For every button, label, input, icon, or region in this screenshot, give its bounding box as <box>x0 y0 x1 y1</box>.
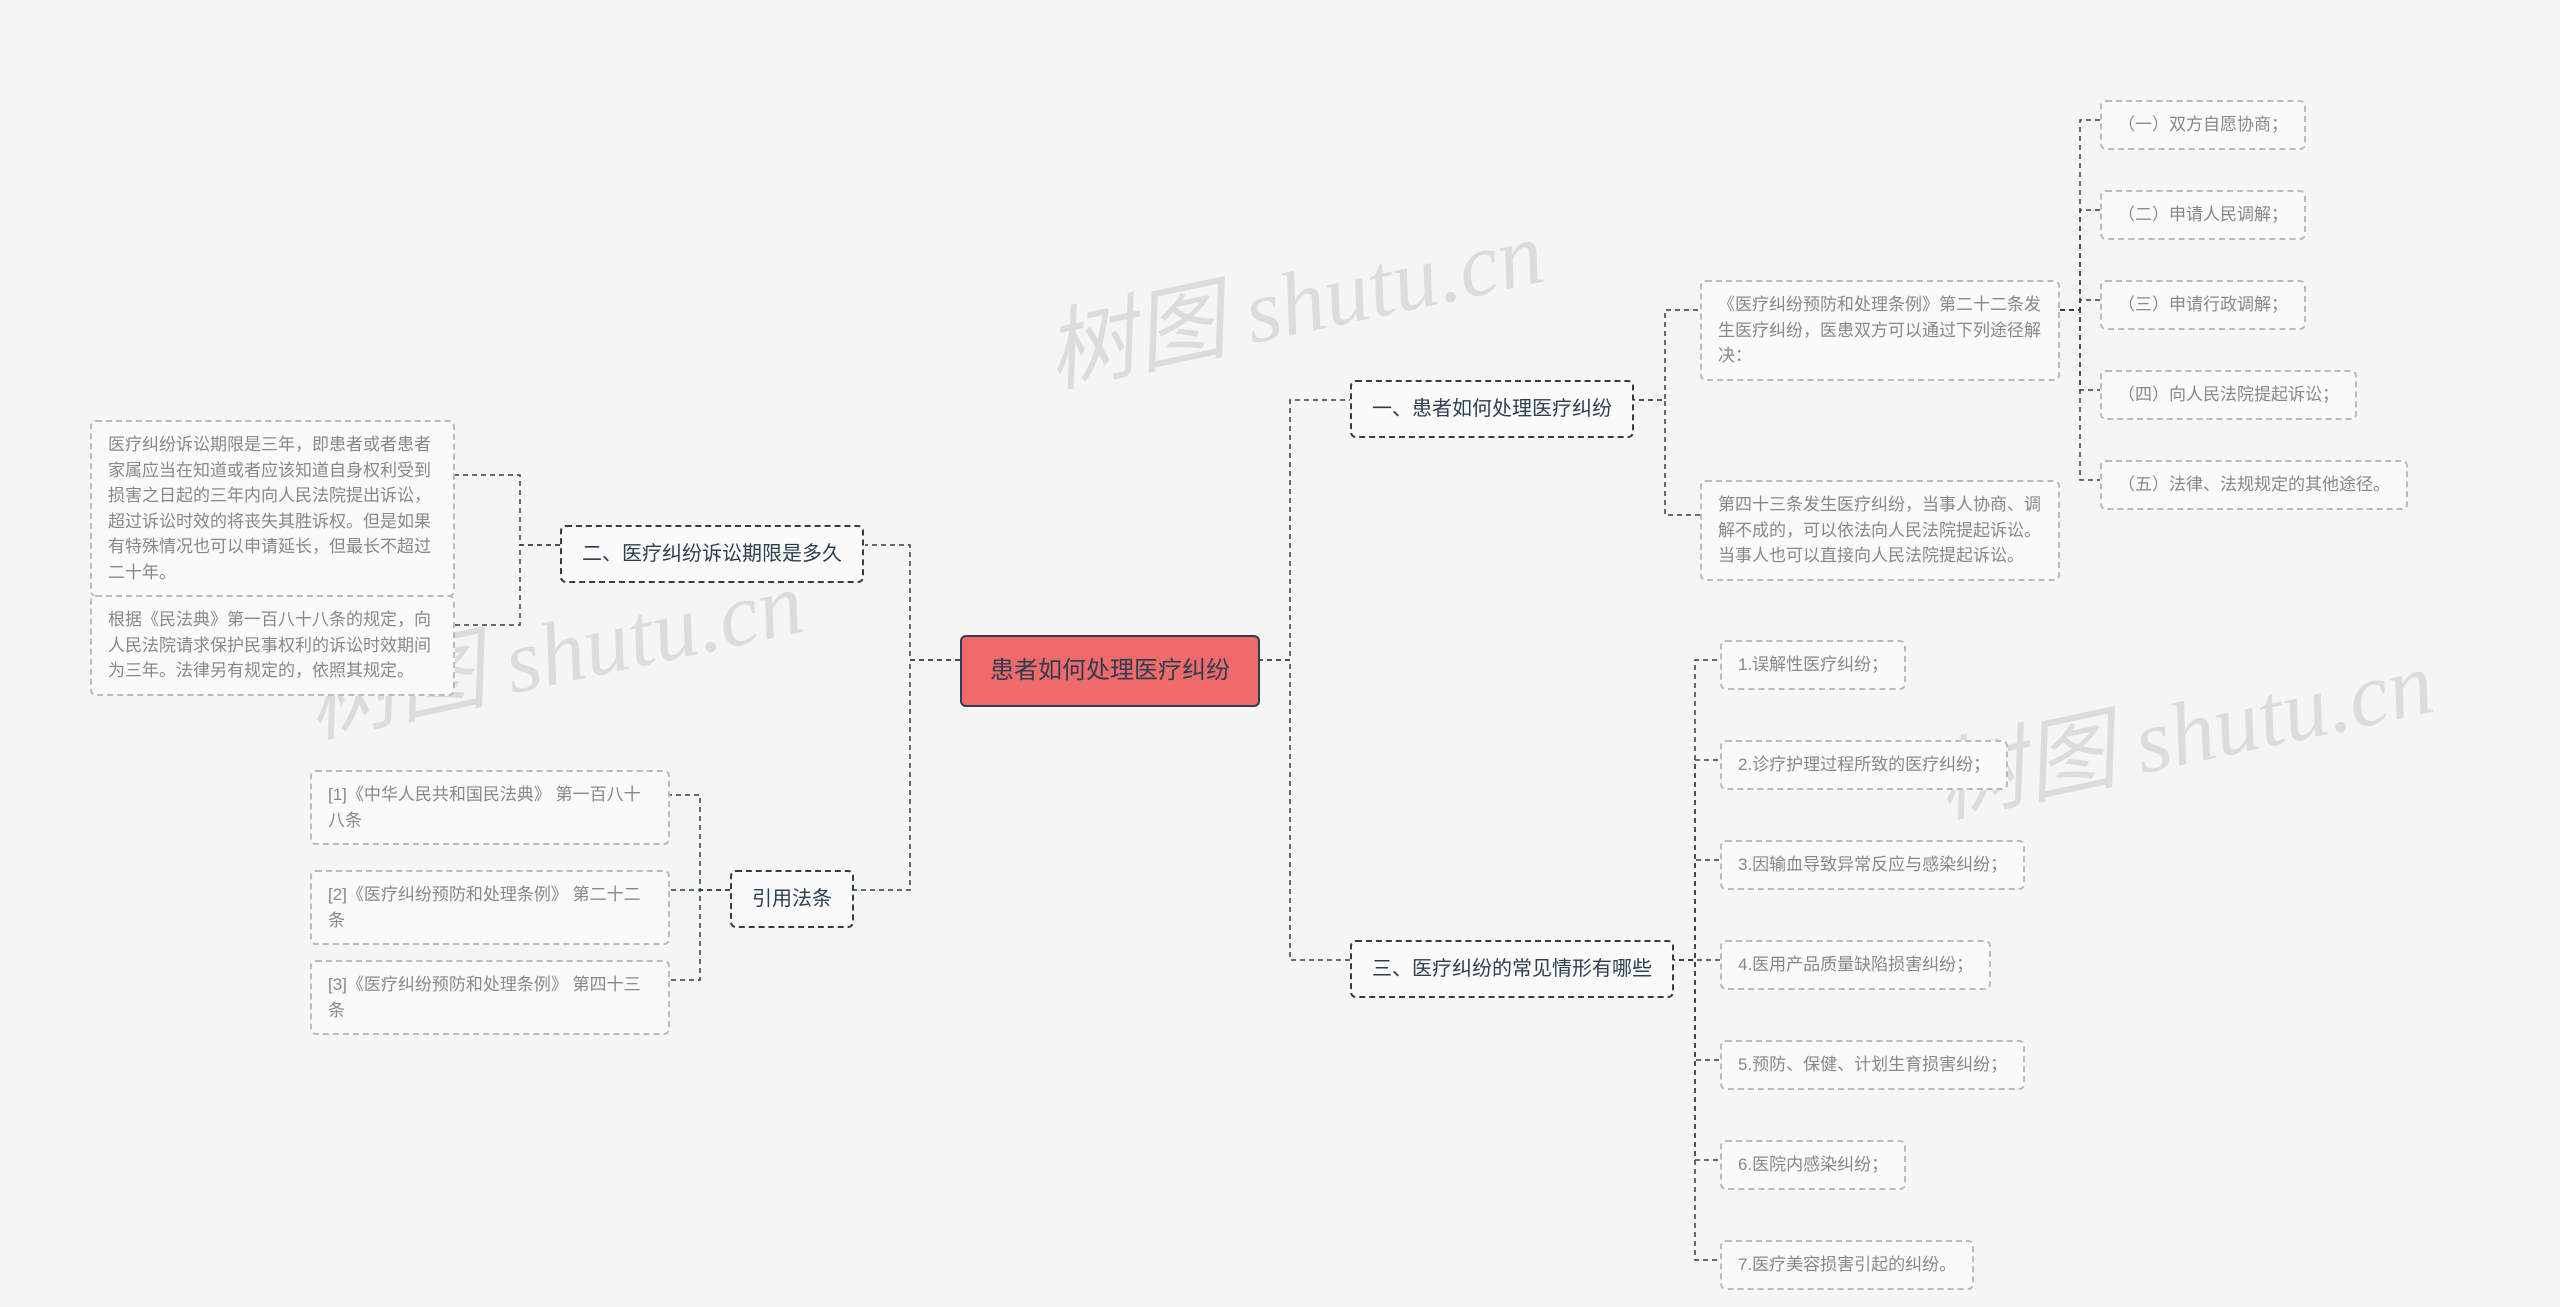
watermark: 树图 shutu.cn <box>1922 609 2443 841</box>
root-node[interactable]: 患者如何处理医疗纠纷 <box>960 635 1260 707</box>
branch-node[interactable]: 二、医疗纠纷诉讼期限是多久 <box>560 525 864 583</box>
leaf-node[interactable]: （二）申请人民调解； <box>2100 190 2306 240</box>
leaf-node[interactable]: 4.医用产品质量缺陷损害纠纷； <box>1720 940 1991 990</box>
leaf-node[interactable]: （四）向人民法院提起诉讼； <box>2100 370 2357 420</box>
branch-node[interactable]: 一、患者如何处理医疗纠纷 <box>1350 380 1634 438</box>
leaf-node[interactable]: 7.医疗美容损害引起的纠纷。 <box>1720 1240 1974 1290</box>
leaf-node[interactable]: 根据《民法典》第一百八十八条的规定，向人民法院请求保护民事权利的诉讼时效期间为三… <box>90 595 455 696</box>
leaf-node[interactable]: （三）申请行政调解； <box>2100 280 2306 330</box>
leaf-node[interactable]: 第四十三条发生医疗纠纷，当事人协商、调解不成的，可以依法向人民法院提起诉讼。当事… <box>1700 480 2060 581</box>
leaf-node[interactable]: [2]《医疗纠纷预防和处理条例》 第二十二条 <box>310 870 670 945</box>
leaf-node[interactable]: 医疗纠纷诉讼期限是三年，即患者或者患者家属应当在知道或者应该知道自身权利受到损害… <box>90 420 455 597</box>
leaf-node[interactable]: 《医疗纠纷预防和处理条例》第二十二条发生医疗纠纷，医患双方可以通过下列途径解决： <box>1700 280 2060 381</box>
leaf-node[interactable]: 5.预防、保健、计划生育损害纠纷； <box>1720 1040 2025 1090</box>
branch-node[interactable]: 引用法条 <box>730 870 854 928</box>
leaf-node[interactable]: （一）双方自愿协商； <box>2100 100 2306 150</box>
leaf-node[interactable]: [3]《医疗纠纷预防和处理条例》 第四十三条 <box>310 960 670 1035</box>
leaf-node[interactable]: [1]《中华人民共和国民法典》 第一百八十八条 <box>310 770 670 845</box>
branch-node[interactable]: 三、医疗纠纷的常见情形有哪些 <box>1350 940 1674 998</box>
leaf-node[interactable]: 6.医院内感染纠纷； <box>1720 1140 1906 1190</box>
leaf-node[interactable]: 1.误解性医疗纠纷； <box>1720 640 1906 690</box>
leaf-node[interactable]: 3.因输血导致异常反应与感染纠纷； <box>1720 840 2025 890</box>
leaf-node[interactable]: 2.诊疗护理过程所致的医疗纠纷； <box>1720 740 2008 790</box>
watermark: 树图 shutu.cn <box>1032 179 1553 411</box>
leaf-node[interactable]: （五）法律、法规规定的其他途径。 <box>2100 460 2408 510</box>
